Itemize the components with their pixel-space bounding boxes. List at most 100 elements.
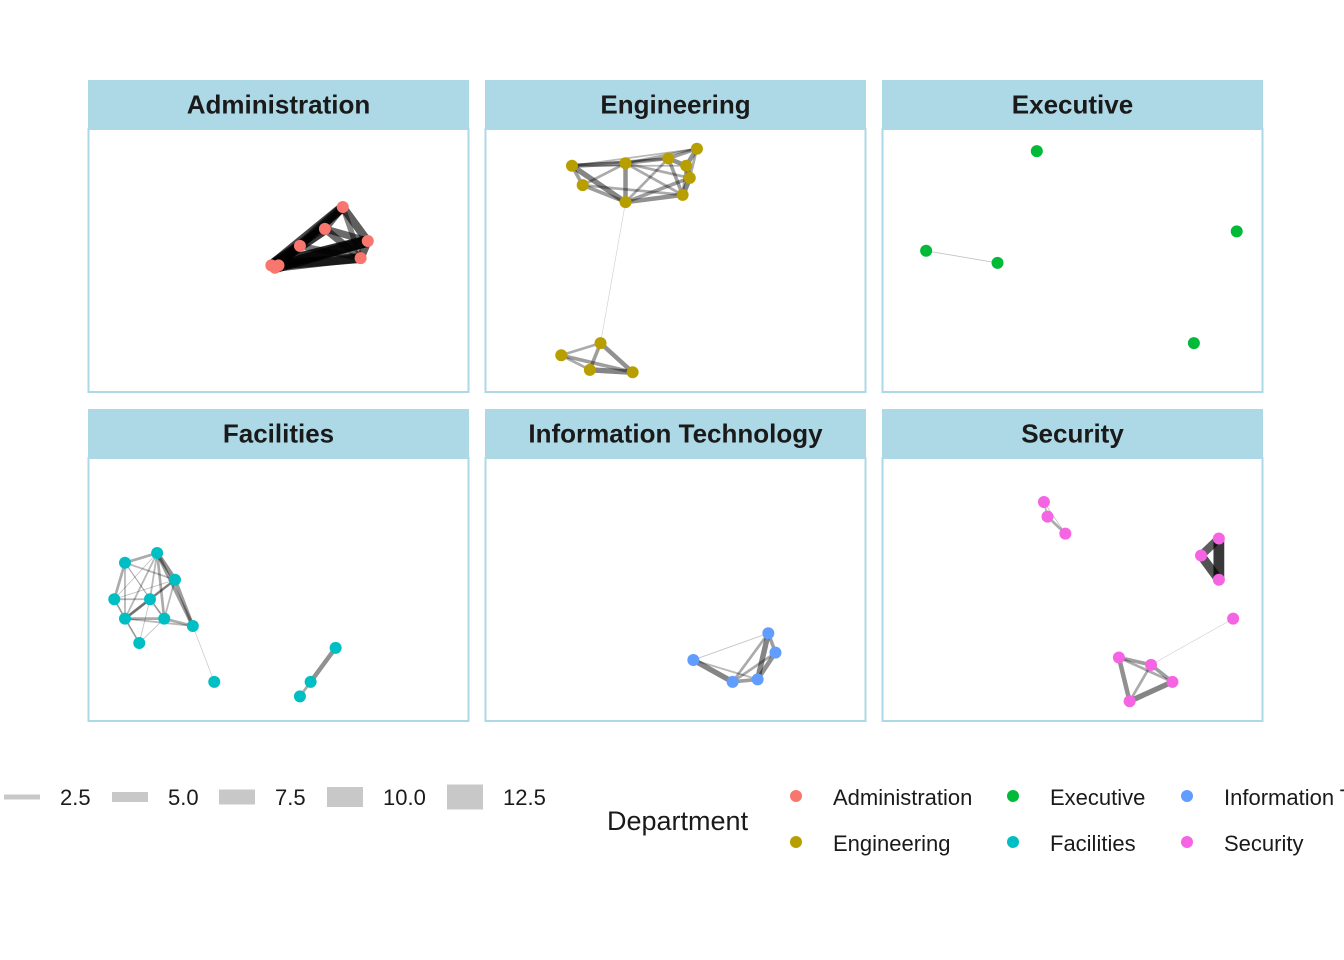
facet-strip-security: [882, 409, 1263, 458]
network-edge: [624, 161, 684, 197]
edge-width-label: 10.0: [383, 785, 426, 810]
facet-title: Security: [1021, 419, 1124, 449]
network-edge: [587, 367, 636, 375]
network-edge: [149, 552, 159, 601]
network-node: [168, 573, 181, 586]
edge-width-label: 2.5: [60, 785, 91, 810]
network-edge: [600, 201, 626, 344]
network-edge: [155, 551, 166, 621]
facet-panel-security: [881, 457, 1264, 722]
network-node: [354, 252, 367, 265]
network-node: [1212, 573, 1225, 586]
network-node: [293, 690, 306, 703]
nodes: [265, 201, 374, 274]
network-node: [565, 159, 578, 172]
network-node: [1187, 337, 1200, 350]
network-edge: [124, 617, 194, 627]
facet-title: Engineering: [600, 90, 750, 120]
network-edge: [754, 630, 772, 683]
nodes: [920, 145, 1243, 350]
legend-swatch-engineering: [790, 836, 802, 848]
network-edge: [138, 598, 151, 644]
nodes: [687, 627, 782, 688]
facet-security: Security: [881, 409, 1264, 722]
network-edge: [124, 562, 165, 620]
network-edge: [569, 161, 628, 168]
edge-width-label: 5.0: [168, 785, 199, 810]
network-node: [769, 646, 782, 659]
network-edge: [623, 176, 692, 204]
network-edge: [1126, 679, 1176, 704]
facet-panel-engineering: [484, 128, 867, 393]
legend-label-information-technology: Information Technology: [1224, 785, 1344, 810]
network-node: [1059, 527, 1072, 540]
facet-title: Facilities: [223, 419, 334, 449]
network-node: [1037, 496, 1050, 509]
legend-swatch-administration: [790, 790, 802, 802]
network-edge: [1128, 663, 1153, 703]
facet-title: Executive: [1012, 90, 1133, 120]
network-node: [676, 188, 689, 201]
facet-strip-engineering: [485, 80, 866, 129]
network-edge: [581, 161, 627, 187]
network-node: [1166, 675, 1179, 688]
network-node: [329, 641, 342, 654]
network-node: [619, 196, 632, 209]
network-node: [690, 142, 703, 155]
edges: [925, 250, 998, 264]
edge-width-label: 7.5: [275, 785, 306, 810]
network-edge: [692, 659, 759, 681]
network-edge: [340, 204, 364, 261]
network-edge: [598, 340, 635, 375]
facet-panel-facilities: [87, 457, 470, 722]
network-node: [272, 259, 285, 272]
network-node: [151, 547, 164, 560]
network-edge: [192, 625, 215, 683]
facet-strip-administration: [88, 80, 469, 129]
nodes: [555, 142, 703, 379]
network-edge: [113, 552, 158, 600]
network-node: [1212, 532, 1225, 545]
legend-label-security: Security: [1224, 831, 1303, 856]
network-node: [336, 201, 349, 214]
network-edge: [623, 192, 685, 205]
legend-label-engineering: Engineering: [833, 831, 950, 856]
network-node: [108, 593, 121, 606]
network-node: [1112, 651, 1125, 664]
network-edge: [338, 202, 372, 246]
facet-title: Administration: [187, 90, 370, 120]
facet-strip-executive: [882, 80, 1263, 129]
network-node: [133, 636, 146, 649]
facet-executive: Executive: [881, 80, 1264, 393]
network-edge: [925, 250, 998, 264]
network-node: [555, 349, 568, 362]
network-node: [1145, 658, 1158, 671]
network-edge: [623, 156, 671, 166]
network-edge: [113, 579, 176, 600]
network-edge: [624, 147, 699, 165]
network-node: [304, 675, 317, 688]
network-edge: [124, 561, 176, 581]
network-node: [293, 239, 306, 252]
network-edge: [624, 157, 670, 204]
edge-width-key: [4, 794, 40, 800]
facet-panels: Administration Engineering Executive Facili…: [87, 80, 1264, 722]
network-edge: [163, 578, 176, 620]
network-node: [762, 627, 775, 640]
network-node: [1227, 612, 1240, 625]
edge-width-key: [447, 784, 483, 810]
facet-facilities: Facilities: [87, 409, 470, 722]
network-node: [991, 256, 1004, 269]
network-node: [683, 171, 696, 184]
network-edge: [112, 561, 127, 601]
network-edge: [690, 657, 736, 685]
edge-width-key: [219, 789, 255, 805]
network-node: [576, 179, 589, 192]
network-edge: [270, 254, 365, 272]
legend-label-administration: Administration: [833, 785, 972, 810]
network-edge: [308, 645, 338, 685]
nodes: [108, 547, 342, 703]
edge-width-label: 12.5: [503, 785, 546, 810]
facet-panel-executive: [881, 128, 1264, 393]
